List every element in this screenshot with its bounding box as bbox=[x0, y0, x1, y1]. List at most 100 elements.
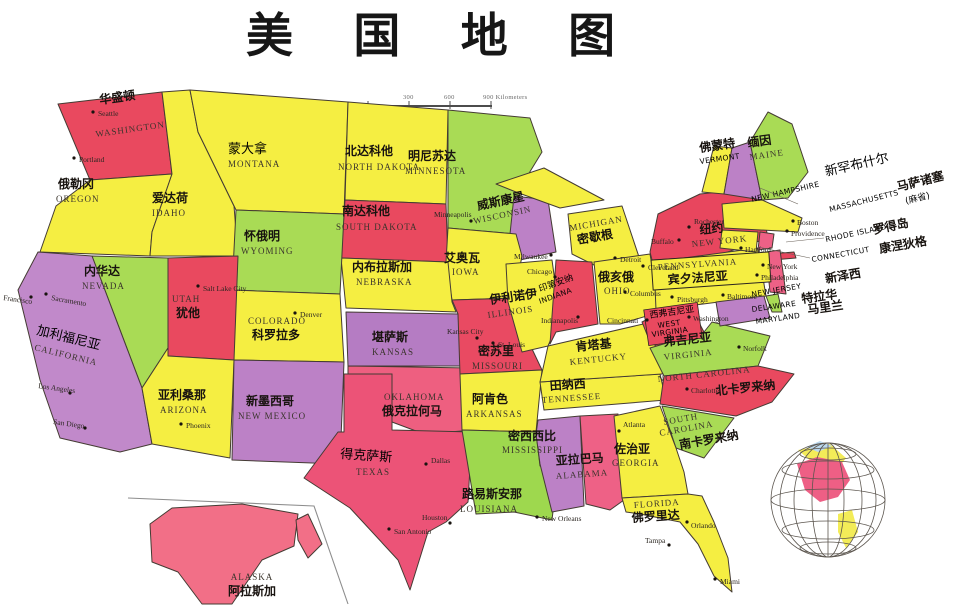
label-al-zh: 亚拉巴马 bbox=[555, 450, 604, 468]
label-nd-zh: 北达科他 bbox=[345, 143, 393, 158]
city-dallas: Dallas bbox=[424, 456, 450, 466]
city-phoenix: Phoenix bbox=[179, 421, 211, 430]
label-ct-zh: 康涅狄格 bbox=[878, 233, 929, 256]
city-label: St. Louis bbox=[498, 340, 525, 349]
label-nv-en: NEVADA bbox=[82, 281, 125, 291]
globe-parallel bbox=[799, 541, 857, 555]
city-providence: Providence bbox=[785, 229, 825, 238]
state-connecticut bbox=[719, 229, 759, 253]
alaska-label-zh: 阿拉斯加 bbox=[228, 583, 276, 598]
label-wv-en1: WEST bbox=[657, 318, 681, 330]
label-ks-zh: 堪萨斯 bbox=[372, 329, 408, 344]
label-az-zh: 亚利桑那 bbox=[158, 387, 206, 402]
city-label: Seattle bbox=[98, 109, 119, 118]
label-ms-en: MISSISSIPPI bbox=[502, 445, 563, 455]
state-ohio bbox=[593, 253, 661, 325]
label-mt-zh: 蒙大拿 bbox=[228, 141, 267, 157]
label-ks-en: KANSAS bbox=[372, 347, 414, 357]
state-maryland bbox=[715, 295, 771, 327]
globe-parallel bbox=[799, 447, 857, 461]
label-wy-zh: 怀俄明 bbox=[244, 228, 280, 243]
globe-parallel bbox=[781, 520, 875, 540]
city-san-antonio: San Antonio bbox=[387, 527, 432, 536]
city-label: Charlotte bbox=[691, 386, 720, 395]
label-ut-en: UTAH bbox=[172, 294, 200, 304]
label-or-en: OREGON bbox=[56, 194, 100, 204]
label-me-zh: 缅因 bbox=[746, 132, 772, 150]
city-label: San Antonio bbox=[394, 527, 432, 536]
city-new-orleans: New Orleans bbox=[535, 514, 581, 523]
label-ia-en: IOWA bbox=[452, 267, 480, 277]
label-co-en: COLORADO bbox=[248, 316, 306, 326]
label-ok-en: OKLAHOMA bbox=[384, 392, 445, 402]
state-labels-layer: 华盛顿 WASHINGTON 俄勒冈 OREGON 爱达荷 IDAHO 蒙大拿 … bbox=[34, 87, 785, 525]
city-label: Providence bbox=[791, 229, 825, 238]
label-nd-en: NORTH DAKOTA bbox=[338, 162, 420, 172]
label-id-zh: 爱达荷 bbox=[152, 190, 188, 205]
label-oh-zh: 俄亥俄 bbox=[597, 269, 634, 284]
label-ms-zh: 密西西比 bbox=[508, 428, 556, 443]
city-label: Denver bbox=[300, 310, 323, 319]
label-la-en: LOUISIANA bbox=[460, 504, 518, 514]
state-massachusetts bbox=[721, 199, 803, 233]
city-seattle: Seattle bbox=[91, 109, 119, 118]
city-columbus: Columbus bbox=[623, 289, 661, 298]
state-california bbox=[17, 251, 153, 453]
label-mi-zh: 密歇根 bbox=[576, 226, 614, 247]
city-label: San Diego bbox=[53, 417, 86, 430]
state-alaska bbox=[149, 503, 299, 605]
state-illinois bbox=[505, 259, 561, 353]
scale-label-900: 900 Kilometers bbox=[483, 94, 528, 101]
label-nm-en: NEW MEXICO bbox=[238, 411, 306, 421]
city-label: Indianapolis bbox=[541, 316, 578, 325]
city-baltimore: Baltimore bbox=[721, 292, 758, 301]
label-ar-zh: 阿肯色 bbox=[472, 391, 508, 406]
nh-leader-line bbox=[759, 187, 799, 205]
map-title: 美 国 地 图 bbox=[246, 9, 637, 64]
label-ma-zh: 马萨诸塞 bbox=[895, 168, 946, 194]
label-ny-zh: 纽约 bbox=[699, 220, 724, 237]
city-label: Minneapolis bbox=[434, 210, 472, 219]
label-ky-zh: 肯塔基 bbox=[575, 335, 613, 354]
label-ri-zh: 罗得岛 bbox=[872, 215, 910, 237]
cities-layer: Seattle Portland Francisco Sacramento Lo… bbox=[3, 109, 826, 586]
city-label: Portland bbox=[79, 155, 105, 164]
label-nv-zh: 内华达 bbox=[84, 263, 120, 278]
state-rhode-island bbox=[757, 231, 775, 251]
label-ma-note: (麻省) bbox=[904, 189, 931, 207]
city-label: Phoenix bbox=[186, 421, 211, 430]
city-label: Cleveland bbox=[648, 263, 679, 272]
state-texas bbox=[303, 373, 473, 591]
label-mo-zh: 密苏里 bbox=[478, 343, 514, 358]
globe-parallel bbox=[770, 488, 886, 512]
label-al-en: ALABAMA bbox=[555, 467, 608, 481]
city-indianapolis: Indianapolis bbox=[541, 315, 580, 325]
city-minneapolis: Minneapolis bbox=[434, 210, 473, 223]
city-detroit: Detroit bbox=[613, 255, 642, 264]
label-tn-en: TENNESSEE bbox=[541, 391, 601, 405]
city-cleveland: Cleveland bbox=[641, 263, 679, 272]
scale-label-300: 300 bbox=[403, 94, 414, 101]
state-michigan-upper bbox=[495, 167, 605, 209]
label-nm-zh: 新墨西哥 bbox=[246, 393, 294, 408]
label-vt-zh: 佛蒙特 bbox=[697, 135, 736, 155]
state-florida bbox=[621, 493, 733, 593]
label-de-zh: 特拉华 bbox=[800, 286, 838, 306]
city-hartford: Hartford bbox=[739, 245, 771, 254]
city-washington-dc: Washington bbox=[687, 314, 729, 323]
label-nj-zh: 新泽西 bbox=[824, 265, 862, 286]
label-ne-zh: 内布拉斯加 bbox=[352, 259, 412, 274]
city-label: Orlando bbox=[691, 521, 716, 530]
city-tampa: Tampa bbox=[645, 536, 671, 547]
globe-inset bbox=[770, 441, 886, 558]
state-north-carolina bbox=[659, 365, 795, 417]
city-label: New Orleans bbox=[542, 514, 581, 523]
city-san-francisco: Francisco bbox=[3, 293, 33, 306]
label-nc-zh: 北卡罗来纳 bbox=[715, 377, 776, 398]
city-denver: Denver bbox=[293, 310, 323, 319]
globe-parallel bbox=[781, 460, 875, 480]
alaska-panhandle bbox=[295, 513, 323, 559]
city-st-louis: St. Louis bbox=[491, 340, 525, 349]
